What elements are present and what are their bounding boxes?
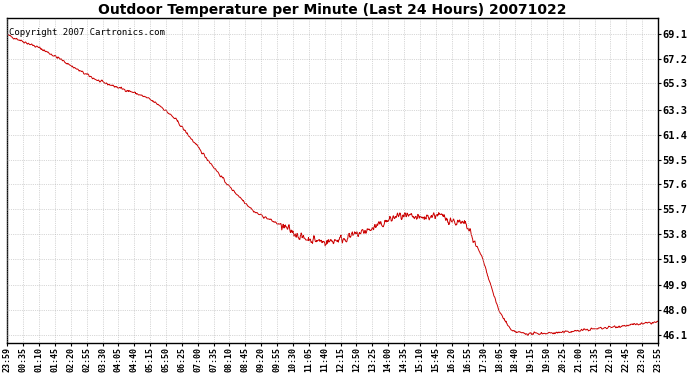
Title: Outdoor Temperature per Minute (Last 24 Hours) 20071022: Outdoor Temperature per Minute (Last 24 …: [99, 3, 567, 17]
Text: Copyright 2007 Cartronics.com: Copyright 2007 Cartronics.com: [9, 28, 165, 37]
